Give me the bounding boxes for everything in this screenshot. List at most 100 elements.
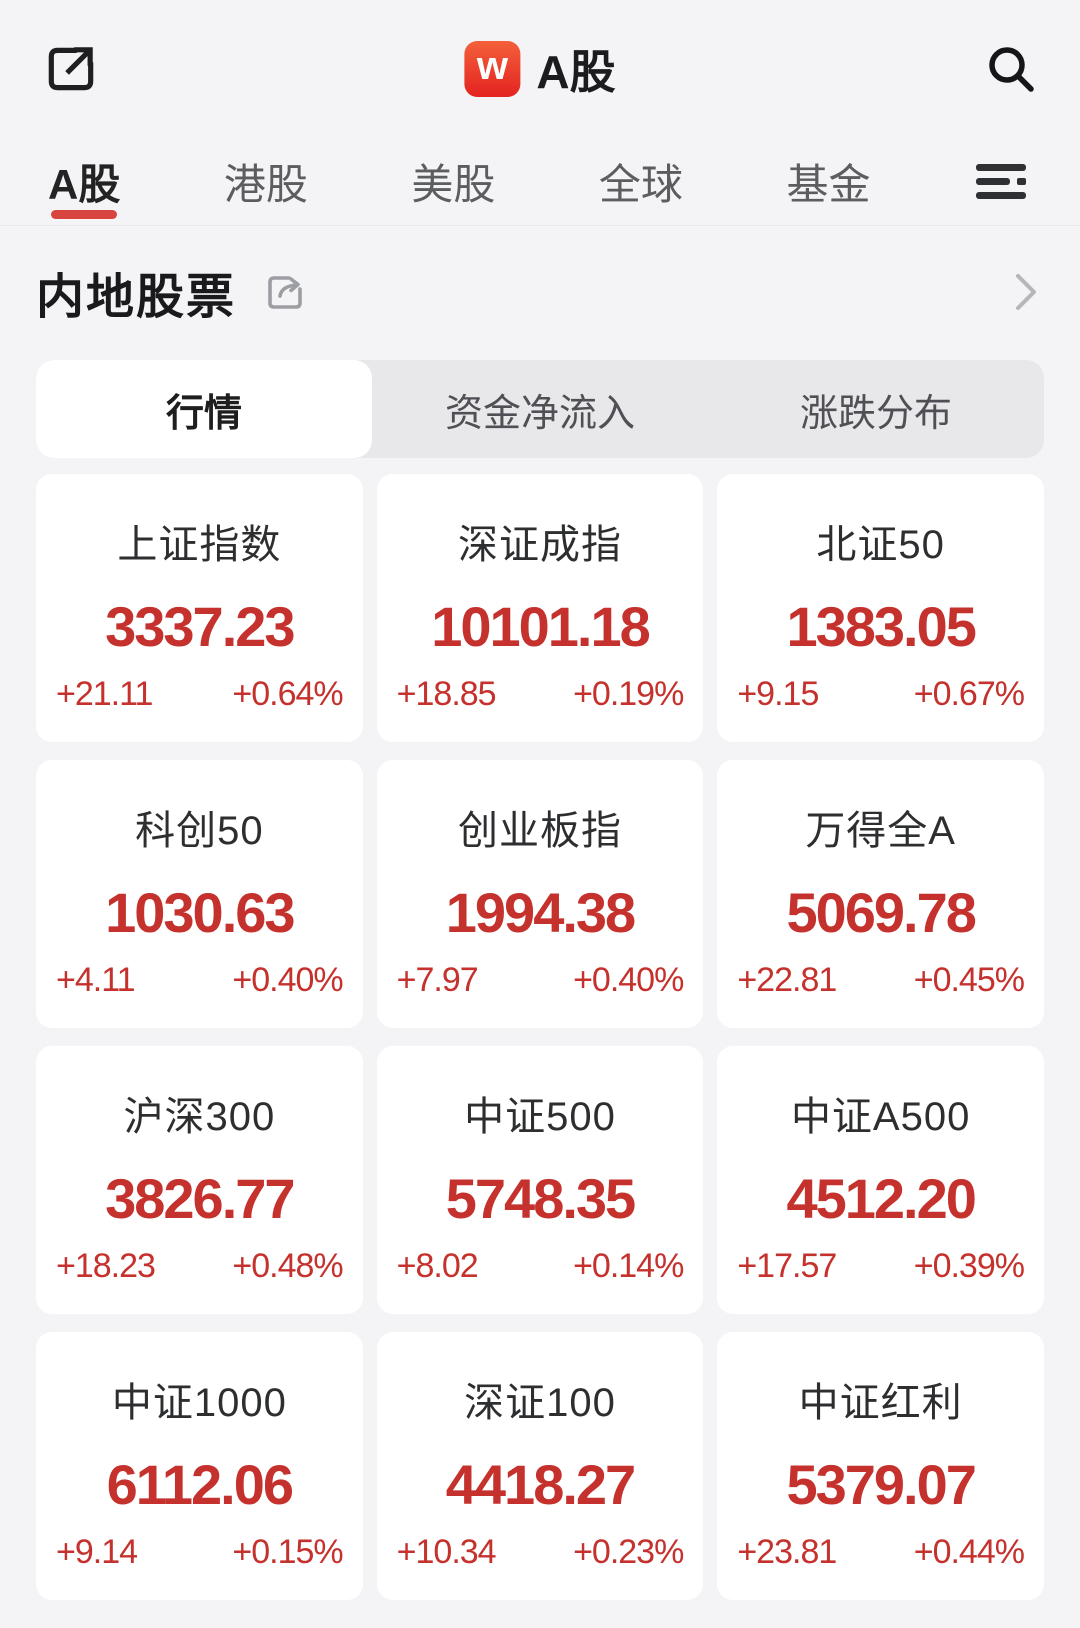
index-value: 1030.63 — [105, 881, 295, 944]
index-change-pct: +0.40% — [232, 961, 343, 999]
index-value: 1383.05 — [786, 595, 976, 658]
active-tab-underline — [51, 210, 118, 219]
index-name: 万得全A — [805, 809, 956, 853]
page-title: A股 — [536, 46, 616, 98]
index-delta-row: +18.23 +0.48% — [56, 1247, 344, 1286]
index-change: +4.11 — [56, 961, 136, 999]
view-segments: 行情 资金净流入 涨跌分布 — [36, 360, 1044, 458]
index-card-3[interactable]: 科创50 1030.63 +4.11 +0.40% — [36, 760, 363, 1028]
index-delta-row: +9.15 +0.67% — [737, 675, 1025, 714]
segment-label: 行情 — [165, 392, 242, 435]
index-value: 1994.38 — [445, 881, 636, 944]
nav-tab-1[interactable]: 港股 — [224, 138, 308, 225]
index-delta-row: +9.14 +0.15% — [56, 1533, 344, 1572]
index-delta-row: +22.81 +0.45% — [737, 961, 1025, 1000]
index-value: 6112.06 — [106, 1453, 294, 1516]
section-title: 内地股票 — [36, 271, 237, 324]
section-share-icon[interactable] — [262, 269, 308, 315]
index-value: 10101.18 — [431, 595, 651, 658]
index-delta-row: +21.11 +0.64% — [56, 675, 344, 714]
index-change: +9.14 — [56, 1533, 138, 1571]
index-value: 4418.27 — [445, 1453, 636, 1516]
index-delta-row: +4.11 +0.40% — [56, 961, 344, 1000]
index-delta-row: +23.81 +0.44% — [737, 1533, 1025, 1572]
search-icon[interactable] — [984, 42, 1038, 96]
segment-tab-2[interactable]: 涨跌分布 — [708, 360, 1044, 458]
index-change-pct: +0.19% — [573, 675, 684, 713]
nav-tab-label: A股 — [48, 161, 121, 208]
index-value: 5379.07 — [786, 1453, 976, 1516]
index-name: 科创50 — [135, 809, 264, 853]
index-change-pct: +0.67% — [913, 675, 1025, 713]
section-header[interactable]: 内地股票 — [36, 254, 1044, 330]
index-change-pct: +0.48% — [232, 1247, 343, 1285]
nav-tab-label: 港股 — [223, 161, 308, 208]
index-name: 中证1000 — [111, 1381, 287, 1425]
index-name: 创业板指 — [457, 809, 622, 853]
index-change: +18.85 — [396, 675, 497, 713]
index-change: +10.34 — [396, 1533, 497, 1571]
index-change: +17.57 — [737, 1247, 837, 1285]
segment-tab-1[interactable]: 资金净流入 — [372, 360, 708, 458]
index-card-2[interactable]: 北证50 1383.05 +9.15 +0.67% — [717, 474, 1044, 742]
index-name: 中证A500 — [790, 1095, 971, 1139]
index-change: +8.02 — [396, 1247, 479, 1285]
index-change: +9.15 — [737, 675, 819, 713]
nav-tab-4[interactable]: 基金 — [786, 138, 870, 225]
share-icon[interactable] — [42, 40, 100, 98]
segment-label: 涨跌分布 — [799, 392, 952, 435]
header-title-group: w A股 — [464, 36, 616, 102]
index-change: +7.97 — [396, 961, 479, 999]
app-header: w A股 — [0, 0, 1080, 138]
index-card-0[interactable]: 上证指数 3337.23 +21.11 +0.64% — [36, 474, 363, 742]
index-card-9[interactable]: 中证1000 6112.06 +9.14 +0.15% — [36, 1332, 363, 1600]
index-card-4[interactable]: 创业板指 1994.38 +7.97 +0.40% — [376, 760, 704, 1028]
nav-tab-3[interactable]: 全球 — [599, 138, 683, 225]
index-delta-row: +17.57 +0.39% — [737, 1247, 1025, 1286]
chevron-right-icon[interactable] — [1014, 270, 1038, 314]
nav-tab-2[interactable]: 美股 — [411, 138, 495, 225]
index-delta-row: +8.02 +0.14% — [396, 1247, 685, 1286]
index-value: 3337.23 — [105, 595, 295, 658]
index-change-pct: +0.40% — [573, 961, 684, 999]
index-name: 深证100 — [464, 1381, 616, 1425]
index-delta-row: +7.97 +0.40% — [396, 961, 685, 1000]
index-card-1[interactable]: 深证成指 10101.18 +18.85 +0.19% — [376, 474, 704, 742]
nav-tab-label: 美股 — [411, 161, 496, 208]
index-card-8[interactable]: 中证A500 4512.20 +17.57 +0.39% — [717, 1046, 1044, 1314]
nav-tab-label: 全球 — [598, 161, 683, 208]
index-name: 中证500 — [464, 1095, 616, 1139]
index-name: 沪深300 — [123, 1095, 276, 1139]
index-change-pct: +0.44% — [913, 1533, 1025, 1571]
index-value: 5069.78 — [786, 881, 976, 944]
index-value: 3826.77 — [105, 1167, 295, 1230]
nav-tab-label: 基金 — [786, 161, 871, 208]
index-change-pct: +0.15% — [232, 1533, 343, 1571]
segment-tab-0[interactable]: 行情 — [36, 360, 372, 458]
index-delta-row: +18.85 +0.19% — [396, 675, 685, 714]
index-name: 上证指数 — [117, 523, 282, 567]
index-grid: 上证指数 3337.23 +21.11 +0.64% 深证成指 10101.18… — [36, 474, 1044, 1600]
index-card-7[interactable]: 中证500 5748.35 +8.02 +0.14% — [376, 1046, 704, 1314]
index-change-pct: +0.14% — [573, 1247, 684, 1285]
index-delta-row: +10.34 +0.23% — [396, 1533, 685, 1572]
wind-logo-letter: w — [476, 44, 508, 88]
index-change-pct: +0.45% — [913, 961, 1025, 999]
list-filter-icon[interactable] — [974, 160, 1028, 204]
index-change: +22.81 — [737, 961, 837, 999]
nav-tab-0[interactable]: A股 — [48, 138, 120, 225]
index-card-11[interactable]: 中证红利 5379.07 +23.81 +0.44% — [717, 1332, 1044, 1600]
index-change-pct: +0.23% — [573, 1533, 684, 1571]
index-change: +18.23 — [56, 1247, 156, 1285]
index-change-pct: +0.39% — [913, 1247, 1025, 1285]
segment-label: 资金净流入 — [444, 392, 635, 435]
index-change: +21.11 — [56, 675, 153, 713]
index-value: 5748.35 — [445, 1167, 636, 1230]
index-name: 中证红利 — [798, 1381, 963, 1425]
index-name: 北证50 — [816, 523, 945, 567]
index-card-5[interactable]: 万得全A 5069.78 +22.81 +0.45% — [717, 760, 1044, 1028]
index-card-6[interactable]: 沪深300 3826.77 +18.23 +0.48% — [36, 1046, 363, 1314]
index-value: 4512.20 — [786, 1167, 976, 1230]
index-card-10[interactable]: 深证100 4418.27 +10.34 +0.23% — [376, 1332, 704, 1600]
